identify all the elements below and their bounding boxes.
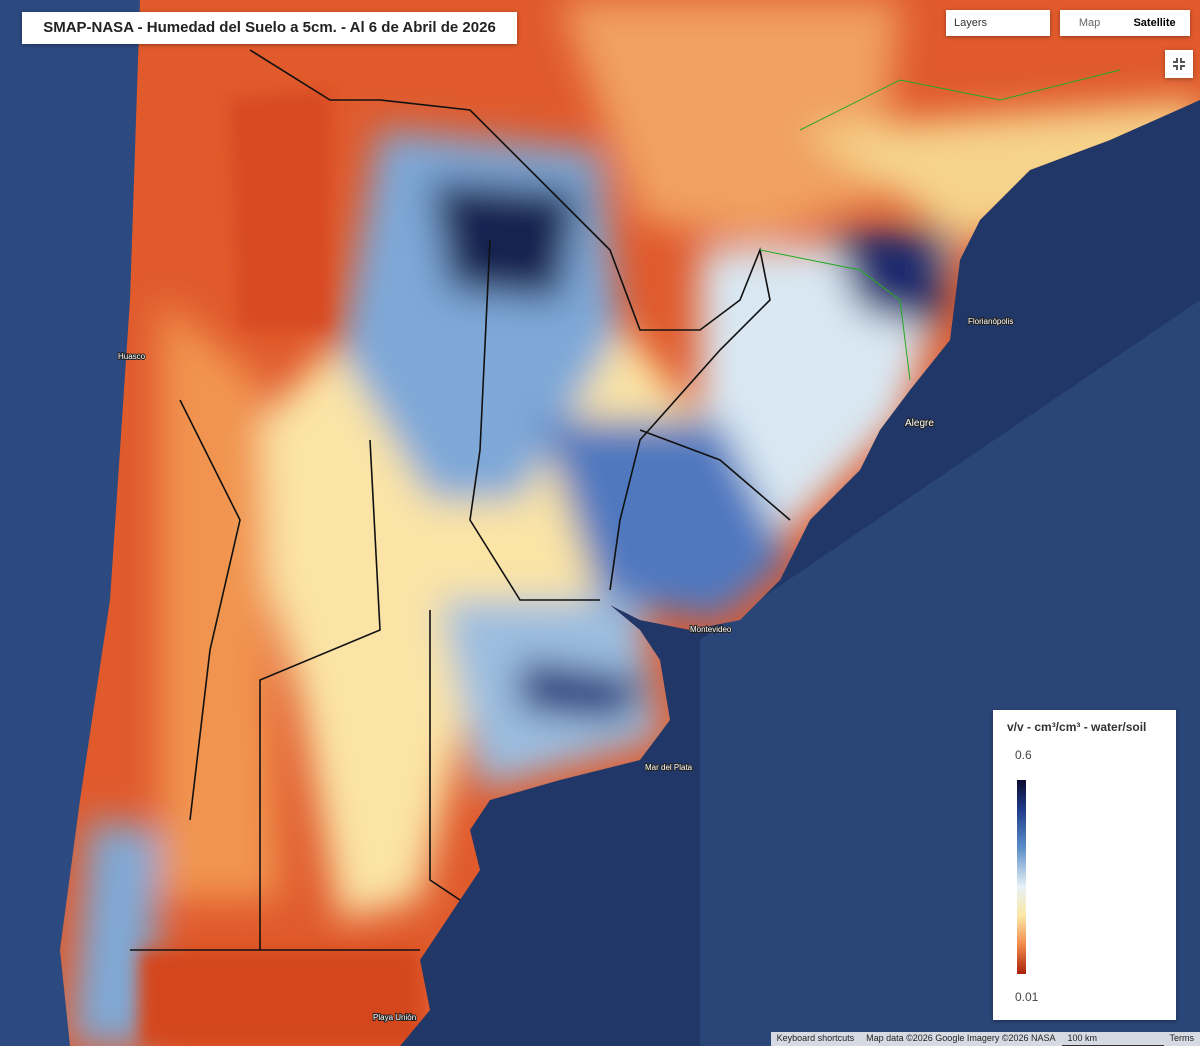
terms[interactable]: Terms — [1169, 1033, 1195, 1043]
map-type-control: Map Satellite — [1060, 10, 1190, 36]
keyboard-shortcuts[interactable]: Keyboard shortcuts — [776, 1033, 855, 1043]
place-label: Montevideo — [690, 625, 732, 634]
legend-min: 0.01 — [1015, 990, 1039, 1004]
legend-title: v/v - cm³/cm³ - water/soil — [1007, 720, 1147, 734]
place-label: Alegre — [905, 418, 934, 429]
fullscreen-button[interactable] — [1165, 50, 1193, 78]
legend-gradient — [1017, 780, 1026, 974]
legend: v/v - cm³/cm³ - water/soil 0.6 0.01 — [993, 710, 1176, 1020]
place-label: Playa Unión — [373, 1013, 416, 1022]
satellite-button[interactable]: Satellite — [1133, 17, 1176, 29]
scale: 100 km — [1061, 1032, 1164, 1046]
layers-dropdown[interactable]: Layers — [946, 10, 1050, 36]
place-label: Mar del Plata — [645, 763, 693, 772]
province-borders — [130, 49, 791, 951]
map-title: SMAP-NASA - Humedad del Suelo a 5cm. - A… — [22, 12, 517, 44]
attribution: Map data ©2026 Google Imagery ©2026 NASA — [866, 1033, 1056, 1043]
place-label: Florianópolis — [968, 317, 1013, 326]
legend-max: 0.6 — [1015, 748, 1032, 762]
fullscreen-icon — [1173, 58, 1185, 70]
place-label: Huasco — [118, 352, 146, 361]
attribution-bar: Keyboard shortcuts Map data ©2026 Google… — [770, 1032, 1200, 1046]
map-button[interactable]: Map — [1078, 17, 1101, 29]
country-borders — [759, 69, 1121, 381]
